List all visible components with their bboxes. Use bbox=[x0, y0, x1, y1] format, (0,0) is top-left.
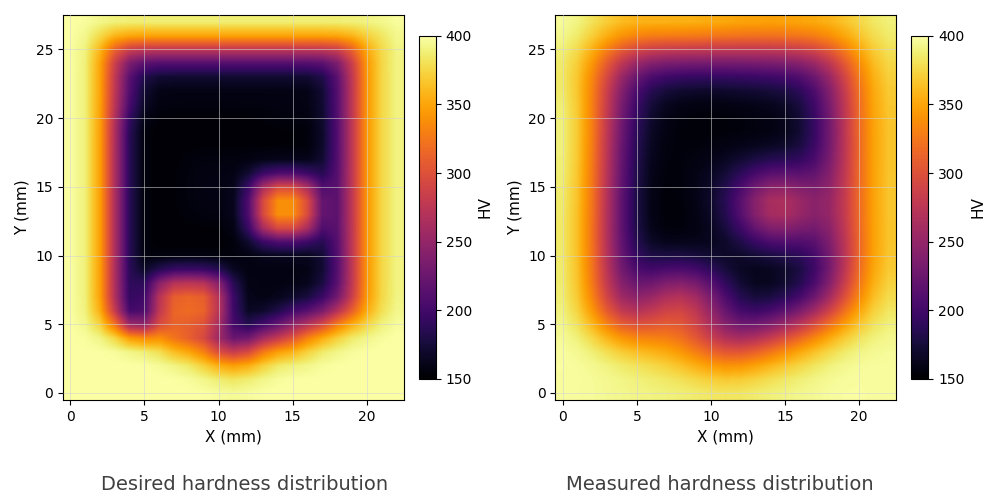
Y-axis label: Y (mm): Y (mm) bbox=[15, 180, 30, 235]
Text: Desired hardness distribution: Desired hardness distribution bbox=[101, 475, 389, 494]
Text: Measured hardness distribution: Measured hardness distribution bbox=[566, 475, 874, 494]
Y-axis label: Y (mm): Y (mm) bbox=[508, 180, 523, 235]
Y-axis label: HV: HV bbox=[970, 197, 985, 219]
X-axis label: X (mm): X (mm) bbox=[697, 429, 754, 444]
X-axis label: X (mm): X (mm) bbox=[205, 429, 262, 444]
Y-axis label: HV: HV bbox=[478, 197, 493, 219]
